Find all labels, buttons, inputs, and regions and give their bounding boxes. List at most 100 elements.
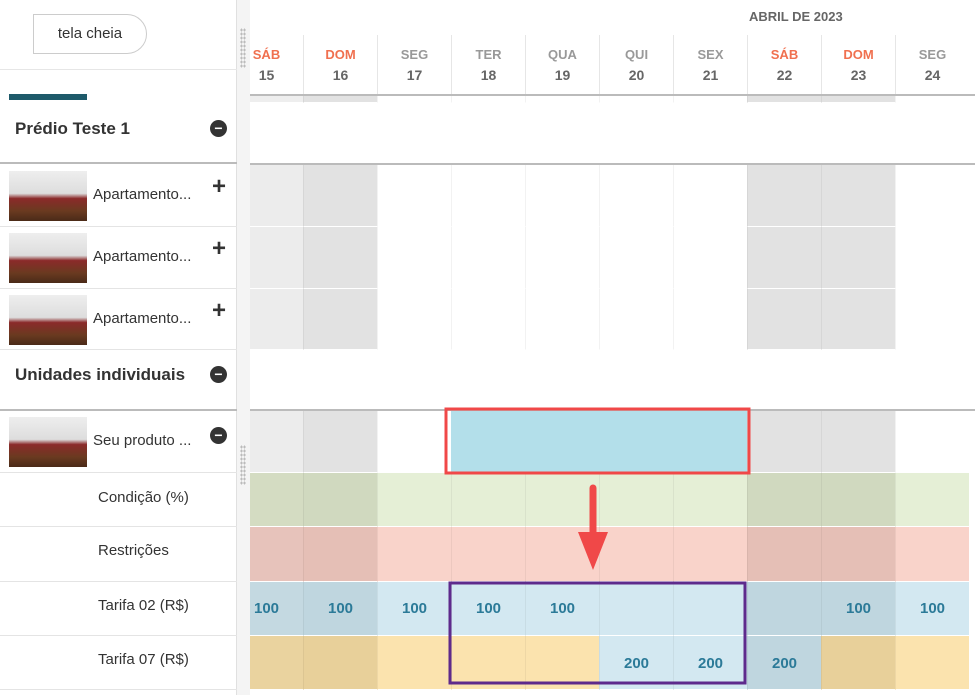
rate-cell[interactable]: 100 [525, 582, 599, 636]
calendar-cell[interactable] [821, 473, 895, 527]
rate-cell[interactable] [451, 636, 525, 690]
calendar-cell[interactable] [377, 527, 451, 582]
calendar-cell[interactable] [599, 473, 673, 527]
booking-block[interactable] [451, 411, 747, 473]
calendar-cell[interactable] [673, 473, 747, 527]
unit-name: Apartamento... [93, 248, 192, 265]
calendar-cell[interactable] [377, 411, 451, 473]
calendar-cell[interactable] [747, 289, 821, 350]
calendar-cell[interactable] [673, 164, 747, 227]
calendar-cell[interactable] [303, 289, 377, 350]
calendar-cell[interactable] [525, 227, 599, 289]
calendar-cell[interactable] [895, 411, 969, 473]
product-row[interactable]: Seu produto ... − [0, 411, 237, 473]
calendar-cell[interactable] [451, 227, 525, 289]
drag-grip-icon[interactable] [240, 445, 246, 485]
calendar-cell[interactable] [895, 527, 969, 582]
collapse-icon[interactable]: − [210, 366, 227, 383]
unit-row[interactable]: Apartamento... + [0, 289, 237, 350]
calendar-cell[interactable] [821, 527, 895, 582]
calendar-cell[interactable] [377, 95, 451, 103]
calendar-cell[interactable] [747, 411, 821, 473]
collapse-icon[interactable]: − [210, 427, 227, 444]
calendar-cell[interactable] [451, 95, 525, 103]
calendar-cell[interactable] [525, 289, 599, 350]
calendar-cell[interactable] [673, 227, 747, 289]
calendar-cell[interactable] [747, 227, 821, 289]
calendar-cell[interactable] [377, 227, 451, 289]
calendar-cell[interactable] [747, 164, 821, 227]
group-predio-teste-1[interactable]: Prédio Teste 1 − [0, 103, 237, 164]
collapse-icon[interactable]: − [210, 120, 227, 137]
rate-cell[interactable]: 200 [599, 636, 673, 690]
calendar-cell[interactable] [895, 473, 969, 527]
calendar-cell[interactable] [821, 95, 895, 103]
plus-icon[interactable]: + [211, 297, 226, 324]
group-unidades-individuais[interactable]: Unidades individuais − [0, 350, 237, 411]
day-number: 23 [850, 67, 867, 83]
rate-cell[interactable]: 200 [747, 636, 821, 690]
rate-cell[interactable] [303, 636, 377, 690]
calendar-cell[interactable] [377, 289, 451, 350]
rate-cell[interactable] [747, 582, 821, 636]
calendar-cell[interactable] [525, 473, 599, 527]
calendar-cell[interactable] [303, 527, 377, 582]
rate-cell[interactable]: 100 [895, 582, 969, 636]
calendar-cell[interactable] [895, 227, 969, 289]
calendar-cell[interactable] [303, 95, 377, 103]
calendar-cell[interactable] [895, 95, 969, 103]
calendar-cell[interactable] [599, 289, 673, 350]
calendar-cell[interactable] [451, 289, 525, 350]
rate-cell[interactable] [525, 636, 599, 690]
plus-icon[interactable]: + [211, 235, 226, 262]
unit-row[interactable]: Apartamento... + [0, 165, 237, 227]
calendar-cell[interactable] [377, 164, 451, 227]
rate-cell[interactable]: 100 [451, 582, 525, 636]
calendar-cell[interactable] [821, 227, 895, 289]
rate-cell[interactable] [673, 582, 747, 636]
calendar-cell[interactable] [747, 95, 821, 103]
rate-cell[interactable] [377, 636, 451, 690]
calendar-cell[interactable] [673, 289, 747, 350]
calendar-cell[interactable] [673, 527, 747, 582]
drag-grip-icon[interactable] [240, 28, 246, 68]
day-name: QUI [624, 47, 649, 62]
calendar-cell[interactable] [895, 289, 969, 350]
calendar-cell[interactable] [525, 164, 599, 227]
calendar-cell[interactable] [821, 411, 895, 473]
unit-name: Apartamento... [93, 310, 192, 327]
day-number: 24 [924, 67, 941, 83]
calendar-cell[interactable] [673, 95, 747, 103]
calendar-cell[interactable] [303, 411, 377, 473]
rate-cell[interactable]: 100 [377, 582, 451, 636]
calendar-cell[interactable] [451, 473, 525, 527]
calendar-cell[interactable] [821, 164, 895, 227]
unit-row[interactable]: Apartamento... + [0, 227, 237, 289]
rate-cell[interactable]: 100 [303, 582, 377, 636]
calendar-cell[interactable] [895, 164, 969, 227]
calendar-cell[interactable] [821, 289, 895, 350]
fullscreen-button[interactable]: tela cheia [33, 14, 147, 54]
plus-icon[interactable]: + [211, 173, 226, 200]
calendar-cell[interactable] [377, 473, 451, 527]
day-name: SEG [400, 47, 429, 62]
calendar-cell[interactable] [303, 164, 377, 227]
resize-handle[interactable] [237, 0, 250, 695]
calendar-cell[interactable] [599, 95, 673, 103]
rate-cell[interactable] [895, 636, 969, 690]
calendar-cell[interactable] [599, 164, 673, 227]
rate-cell[interactable] [821, 636, 895, 690]
calendar-cell[interactable] [747, 527, 821, 582]
day-header: QUI 20 [599, 35, 673, 95]
day-name: DOM [325, 47, 356, 62]
rate-cell[interactable]: 100 [821, 582, 895, 636]
day-name: QUA [548, 47, 577, 62]
calendar-cell[interactable] [599, 227, 673, 289]
rate-cell[interactable] [599, 582, 673, 636]
calendar-cell[interactable] [525, 95, 599, 103]
calendar-cell[interactable] [451, 164, 525, 227]
calendar-cell[interactable] [747, 473, 821, 527]
calendar-cell[interactable] [303, 227, 377, 289]
calendar-cell[interactable] [303, 473, 377, 527]
rate-cell[interactable]: 200 [673, 636, 747, 690]
